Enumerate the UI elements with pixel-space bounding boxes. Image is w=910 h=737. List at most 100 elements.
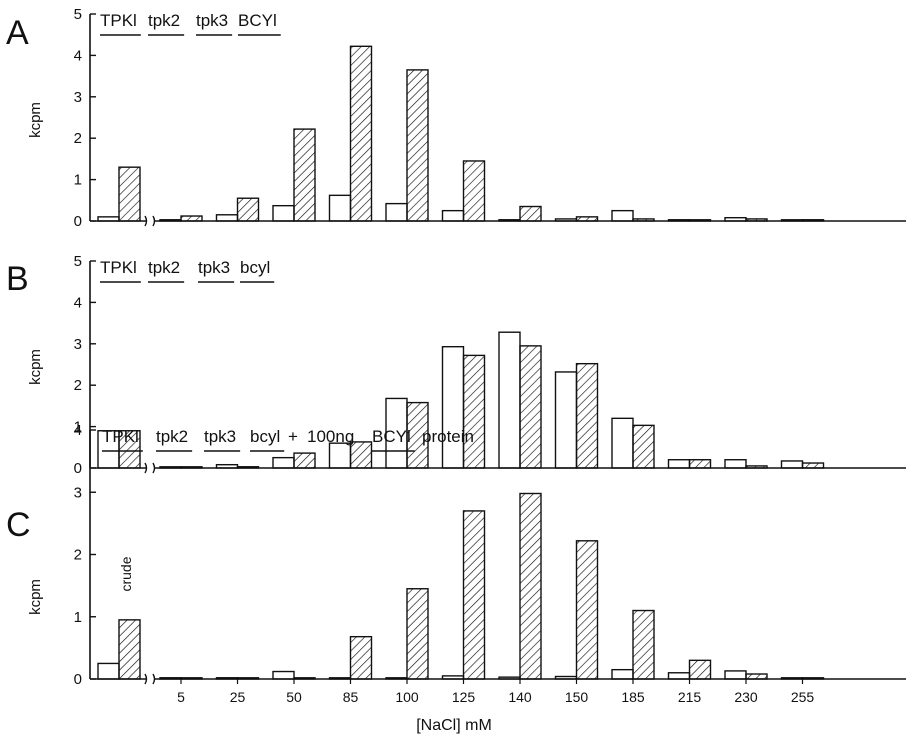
y-tick-label: 1 [74, 609, 82, 626]
y-tick-label: 0 [74, 460, 82, 477]
bar-hatched [688, 659, 712, 680]
y-tick-label: 0 [74, 213, 82, 230]
bar-hatched [462, 354, 486, 469]
header-segment: TPKl [100, 11, 137, 30]
header-segment: TPKl [102, 427, 139, 446]
x-tick-label: 215 [678, 689, 702, 705]
y-tick-label: 2 [74, 377, 82, 394]
y-tick-label: 0 [74, 671, 82, 688]
panel-b-letter: B [6, 260, 29, 298]
bar-open [667, 459, 691, 469]
panel-c: C kcpm 0 1 2 3 4 TPKl tpk2 tpk3 bcyl +100ng BCYl p… [6, 422, 906, 688]
panel-a-header: TPKl tpk2 tpk3 BCYl [100, 11, 281, 36]
y-tick-label: 2 [74, 130, 82, 147]
bar-hatched [349, 635, 373, 680]
header-segment: tpk2 [156, 427, 188, 446]
panel-c-letter: C [6, 506, 31, 544]
header-segment: tpk3 [204, 427, 236, 446]
x-tick-label: 25 [230, 689, 246, 705]
axis-break [144, 673, 156, 685]
header-segment: 100ng [307, 427, 354, 446]
bar-hatched [575, 540, 599, 680]
bar-hatched [293, 128, 316, 222]
header-segment: + [288, 427, 298, 446]
bar-hatched [688, 459, 712, 469]
bar-open [611, 209, 634, 222]
y-tick-label: 4 [74, 422, 82, 439]
axis-break [144, 215, 156, 227]
header-segment: BCYl [238, 11, 277, 30]
header-segment: tpk3 [198, 258, 230, 277]
bar-hatched [236, 197, 260, 222]
bar-hatched [293, 452, 316, 469]
panel-b-ylabel: kcpm [27, 349, 44, 385]
panel-c-ylabel: kcpm [27, 579, 44, 615]
bar-hatched [118, 166, 141, 222]
header-segment: protein [422, 427, 474, 446]
panel-c-annotations: crude [118, 556, 134, 591]
bar-open [611, 417, 634, 469]
bar-open [215, 214, 239, 222]
y-tick-label: 4 [74, 294, 82, 311]
y-tick-label: 5 [74, 6, 82, 23]
bar-hatched [632, 609, 655, 680]
bar-hatched [632, 424, 655, 469]
panel-a-axes [89, 14, 906, 227]
header-segment: bcyl [240, 258, 270, 277]
bar-open [385, 202, 408, 222]
header-segment: tpk2 [148, 258, 180, 277]
panel-a-ylabel: kcpm [27, 102, 44, 138]
x-tick-label: 85 [343, 689, 359, 705]
y-tick-label: 3 [74, 336, 82, 353]
bar-open [554, 371, 578, 469]
bar-hatched [575, 362, 599, 469]
bar-open [272, 456, 295, 469]
bar-open [611, 668, 634, 680]
bar-open [724, 670, 747, 680]
header-segment: tpk3 [196, 11, 228, 30]
x-tick-label: 255 [791, 689, 815, 705]
panel-b-yticks: 0 1 2 3 4 5 [74, 253, 96, 477]
axis-break [144, 462, 156, 474]
x-tick-label: 140 [508, 689, 532, 705]
bar-open [498, 331, 521, 469]
panel-a: A kcpm 0 1 2 3 4 5 TPKl tpk2 tpk3 BCYl [6, 6, 906, 230]
bar-open [441, 345, 465, 469]
bar-hatched [406, 588, 429, 680]
bar-hatched [519, 345, 542, 469]
bar-hatched [406, 69, 429, 222]
panel-c-yticks: 0 1 2 3 4 [74, 422, 96, 688]
y-tick-label: 1 [74, 172, 82, 189]
bar-open [724, 459, 747, 469]
bar-hatched [519, 205, 542, 222]
header-segment: BCYl [372, 427, 411, 446]
bar-open [667, 672, 691, 680]
x-tick-label: 5 [177, 689, 185, 705]
panel-a-letter: A [6, 14, 29, 52]
y-tick-label: 2 [74, 547, 82, 564]
panel-c-axes [89, 430, 906, 685]
x-tick-label: 100 [395, 689, 419, 705]
bar-hatched [349, 45, 373, 222]
bar-open [441, 209, 465, 222]
header-segment: tpk2 [148, 11, 180, 30]
panel-c-bars [97, 492, 825, 680]
panel-b-bars [97, 331, 825, 469]
x-tick-label: 150 [565, 689, 589, 705]
x-tick-label: 230 [734, 689, 758, 705]
bar-open [780, 460, 804, 469]
y-tick-label: 3 [74, 484, 82, 501]
bar-open [328, 194, 352, 222]
x-tick-label: 185 [621, 689, 645, 705]
x-axis-label: [NaCl] mM [416, 717, 492, 734]
panel-b-header: TPKl tpk2 tpk3 bcyl [100, 258, 275, 283]
y-tick-label: 4 [74, 47, 82, 64]
y-tick-label: 5 [74, 253, 82, 270]
y-tick-label: 3 [74, 89, 82, 106]
bar-hatched [462, 160, 486, 222]
header-segment: bcyl [250, 427, 280, 446]
panel-a-bars [97, 45, 825, 222]
x-axis-title: [NaCl] mM [416, 717, 492, 734]
bar-open [328, 442, 352, 469]
